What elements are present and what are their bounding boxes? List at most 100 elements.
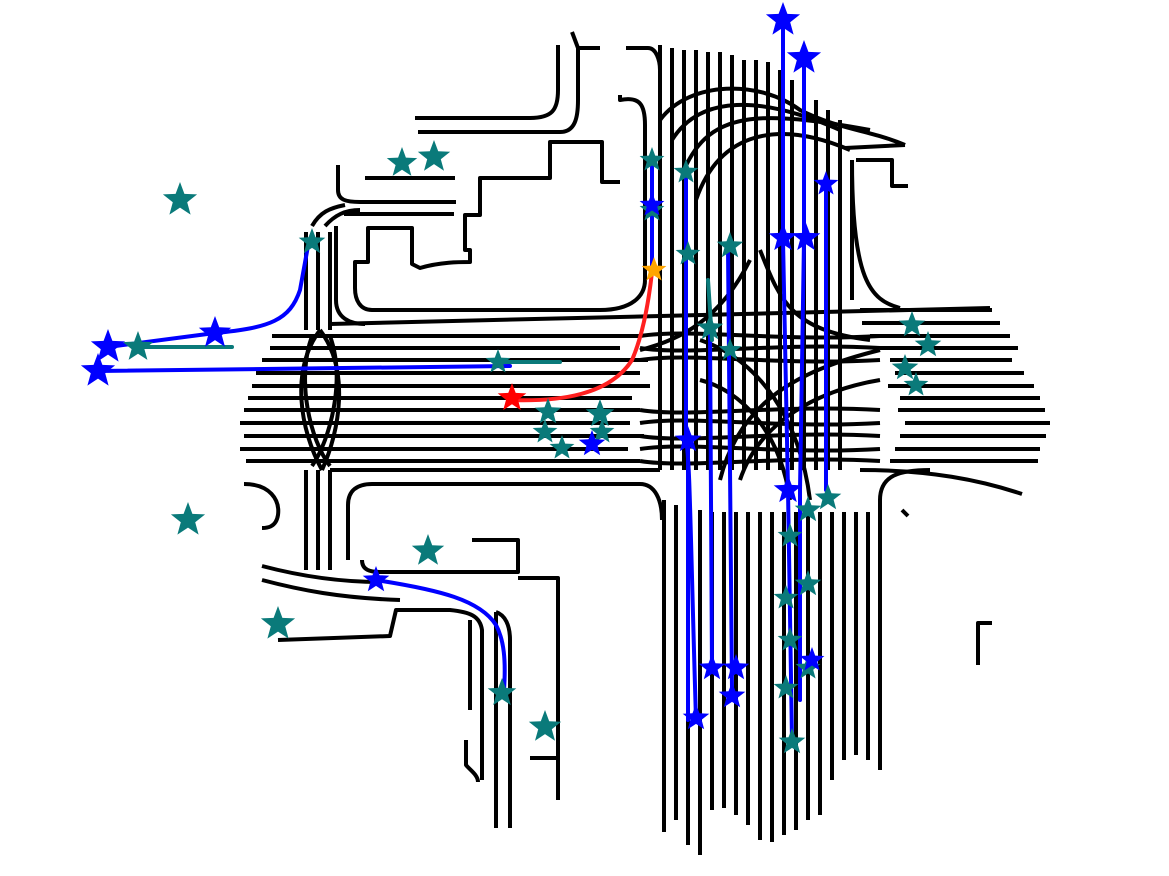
static-agent-star-icon <box>417 140 451 171</box>
road-edge <box>464 740 480 783</box>
static-agent-star-icon <box>487 678 517 706</box>
road-edge <box>900 508 910 518</box>
agent-star-icon <box>682 704 710 730</box>
static-agent-star-icon <box>532 419 558 443</box>
static-agent-star-icon <box>170 502 206 535</box>
roundabout-edge <box>310 335 339 468</box>
road-edge <box>850 159 901 310</box>
static-agent-star-icon <box>903 372 929 396</box>
static-agent-star-icon <box>914 331 942 357</box>
agent-route <box>374 578 507 692</box>
static-agent-star-icon <box>773 585 799 609</box>
turn-lane <box>682 116 871 171</box>
agent-star-icon <box>198 316 232 347</box>
lane-network <box>240 31 1050 855</box>
road-edge <box>859 468 1023 496</box>
road-edge <box>346 482 664 560</box>
road-edge <box>626 46 662 71</box>
turn-lane <box>758 249 871 342</box>
static-agent-star-icon <box>585 399 615 427</box>
lane-line <box>639 444 881 453</box>
agent-star-icon <box>80 353 116 386</box>
road-edge <box>976 621 992 665</box>
road-edge <box>418 46 600 134</box>
static-agent-star-icon <box>122 331 154 360</box>
road-edge <box>856 158 908 188</box>
lane-line <box>639 344 881 353</box>
agent-star-icon <box>791 223 821 251</box>
static-agent-star-icon <box>696 314 724 340</box>
turn-lane <box>694 132 851 201</box>
static-agent-star-icon <box>718 338 742 360</box>
agent-star-icon <box>639 192 665 216</box>
road-edge <box>310 203 346 228</box>
agent-star-icon <box>718 682 746 708</box>
static-agent-star-icon <box>778 728 806 754</box>
marker-layer <box>80 2 942 754</box>
static-agent-star-icon <box>162 182 198 215</box>
agent-star-icon <box>362 566 390 592</box>
static-agent-star-icon <box>528 710 562 741</box>
road-edge <box>844 143 906 150</box>
agent-star-icon <box>799 647 825 671</box>
agent-star-icon <box>786 40 822 73</box>
agent-star-icon <box>698 654 726 680</box>
road-edge <box>243 482 281 530</box>
static-agent-star-icon <box>411 534 445 565</box>
static-agent-star-icon <box>794 496 822 522</box>
turn-lane <box>658 86 906 147</box>
static-agent-star-icon <box>777 523 803 547</box>
agent-star-icon <box>90 329 126 362</box>
static-agent-star-icon <box>716 232 744 258</box>
road-edge <box>878 468 931 501</box>
static-agent-star-icon <box>549 435 575 459</box>
static-agent-star-icon <box>777 627 803 651</box>
block-outline <box>360 538 520 574</box>
turn-lane <box>699 378 792 501</box>
static-agent-star-icon <box>534 398 562 424</box>
agent-star-icon <box>765 2 801 35</box>
static-agent-star-icon <box>773 675 799 699</box>
roundabout-edge <box>303 335 332 468</box>
goal-star-icon <box>641 257 667 281</box>
turn-lane <box>699 338 812 501</box>
static-agent-star-icon <box>673 159 699 183</box>
agent-route <box>708 328 714 672</box>
static-agent-star-icon <box>485 349 511 373</box>
static-agent-star-icon <box>814 484 842 510</box>
static-agent-star-icon <box>260 606 296 639</box>
static-agent-star-icon <box>898 311 926 337</box>
lane-line <box>639 457 881 466</box>
road-edge <box>336 165 456 204</box>
agent-star-icon <box>768 223 798 251</box>
static-agent-star-icon <box>639 147 665 171</box>
road-edge <box>261 564 381 584</box>
agent-star-icon <box>578 430 606 456</box>
block-outline <box>353 95 647 312</box>
agent-star-icon <box>813 171 839 195</box>
road-edge <box>570 31 580 49</box>
turn-lane <box>738 378 881 481</box>
road-edge <box>415 45 560 120</box>
roundabout-edge <box>318 328 342 471</box>
block-outline <box>277 608 484 780</box>
agent-route <box>781 18 794 742</box>
static-agent-star-icon <box>675 241 701 265</box>
static-agent-star-icon <box>589 419 615 443</box>
agent-star-icon <box>722 654 750 680</box>
roundabout-edge <box>299 328 324 471</box>
static-agent-star-icon <box>386 147 418 176</box>
road-edge <box>334 226 366 326</box>
agent-route <box>726 246 734 692</box>
ego-route <box>506 270 654 403</box>
road-edge <box>261 578 401 602</box>
road-edge <box>518 576 560 800</box>
static-agent-star-icon <box>794 570 822 596</box>
agent-route <box>96 364 512 373</box>
static-agent-star-icon <box>298 228 326 254</box>
road-edge <box>323 208 361 228</box>
agent-star-icon <box>674 426 702 452</box>
trajectory-layer <box>96 18 828 742</box>
road-edge <box>495 610 512 828</box>
